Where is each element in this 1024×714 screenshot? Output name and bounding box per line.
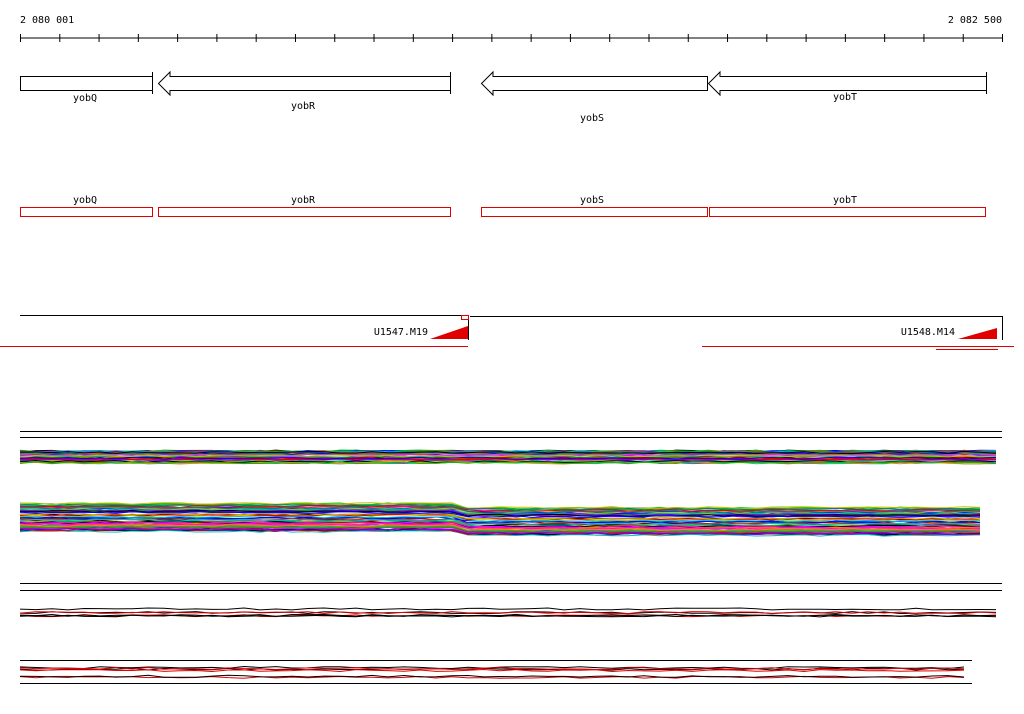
gene-label: yobS [580,113,604,124]
gene-arrow [480,70,708,97]
profile-line [19,509,981,517]
ruler: 2 080 001 2 082 500 [20,15,1003,42]
profile-line [19,527,981,535]
profile-line [19,506,981,514]
ruler-end: 2 082 500 [948,15,1002,26]
profile-line [19,450,997,454]
cds-track: yobQ yobR yobS yobT [20,195,986,217]
profile-line [19,502,981,509]
probe-mark [461,315,469,320]
cds-label: yobS [580,195,604,206]
cds-box [20,207,153,217]
profile-line [19,666,965,671]
probe-triangle [430,326,468,339]
cds-label: yobT [833,195,857,206]
profile-line [19,454,997,458]
profile-line [19,512,981,520]
profile-line [19,453,997,457]
profile-line [19,524,981,532]
profile-line [19,607,997,611]
gene-box [20,72,153,94]
cds-box [481,207,708,217]
ruler-start: 2 080 001 [20,15,74,26]
profile-line [19,611,997,615]
profile-line [19,614,997,618]
profile-line [19,513,981,521]
cds-box [158,207,451,217]
gene-label: yobR [291,101,316,112]
profile-line [19,456,997,460]
profile-line [19,613,997,617]
probe-line [20,315,1003,340]
profile-line [19,674,965,678]
gene-track: yobQ yobR yobS yobT [20,70,987,124]
probe-triangle [958,328,997,339]
probe-label: U1548.M14 [901,327,955,338]
probe-track: U1547.M19 U1548.M14 [0,315,1014,350]
cds-label: yobQ [73,195,97,206]
profile-line [19,503,981,511]
cds-label: yobR [291,195,316,206]
gene-label: yobQ [73,93,97,104]
profile-line [19,518,981,526]
profile-line [19,457,997,461]
profile-line [19,461,997,465]
profile-line [19,516,981,524]
gene-arrow [157,70,451,97]
probe-label: U1547.M19 [374,327,428,338]
gene-label: yobT [833,92,857,103]
profile-line [19,525,981,533]
profile-line [19,668,965,673]
profile-line [19,511,981,518]
cds-box [709,207,986,217]
profile-tracks [19,431,1002,684]
gene-arrow [707,70,987,97]
profile-line [19,522,981,530]
